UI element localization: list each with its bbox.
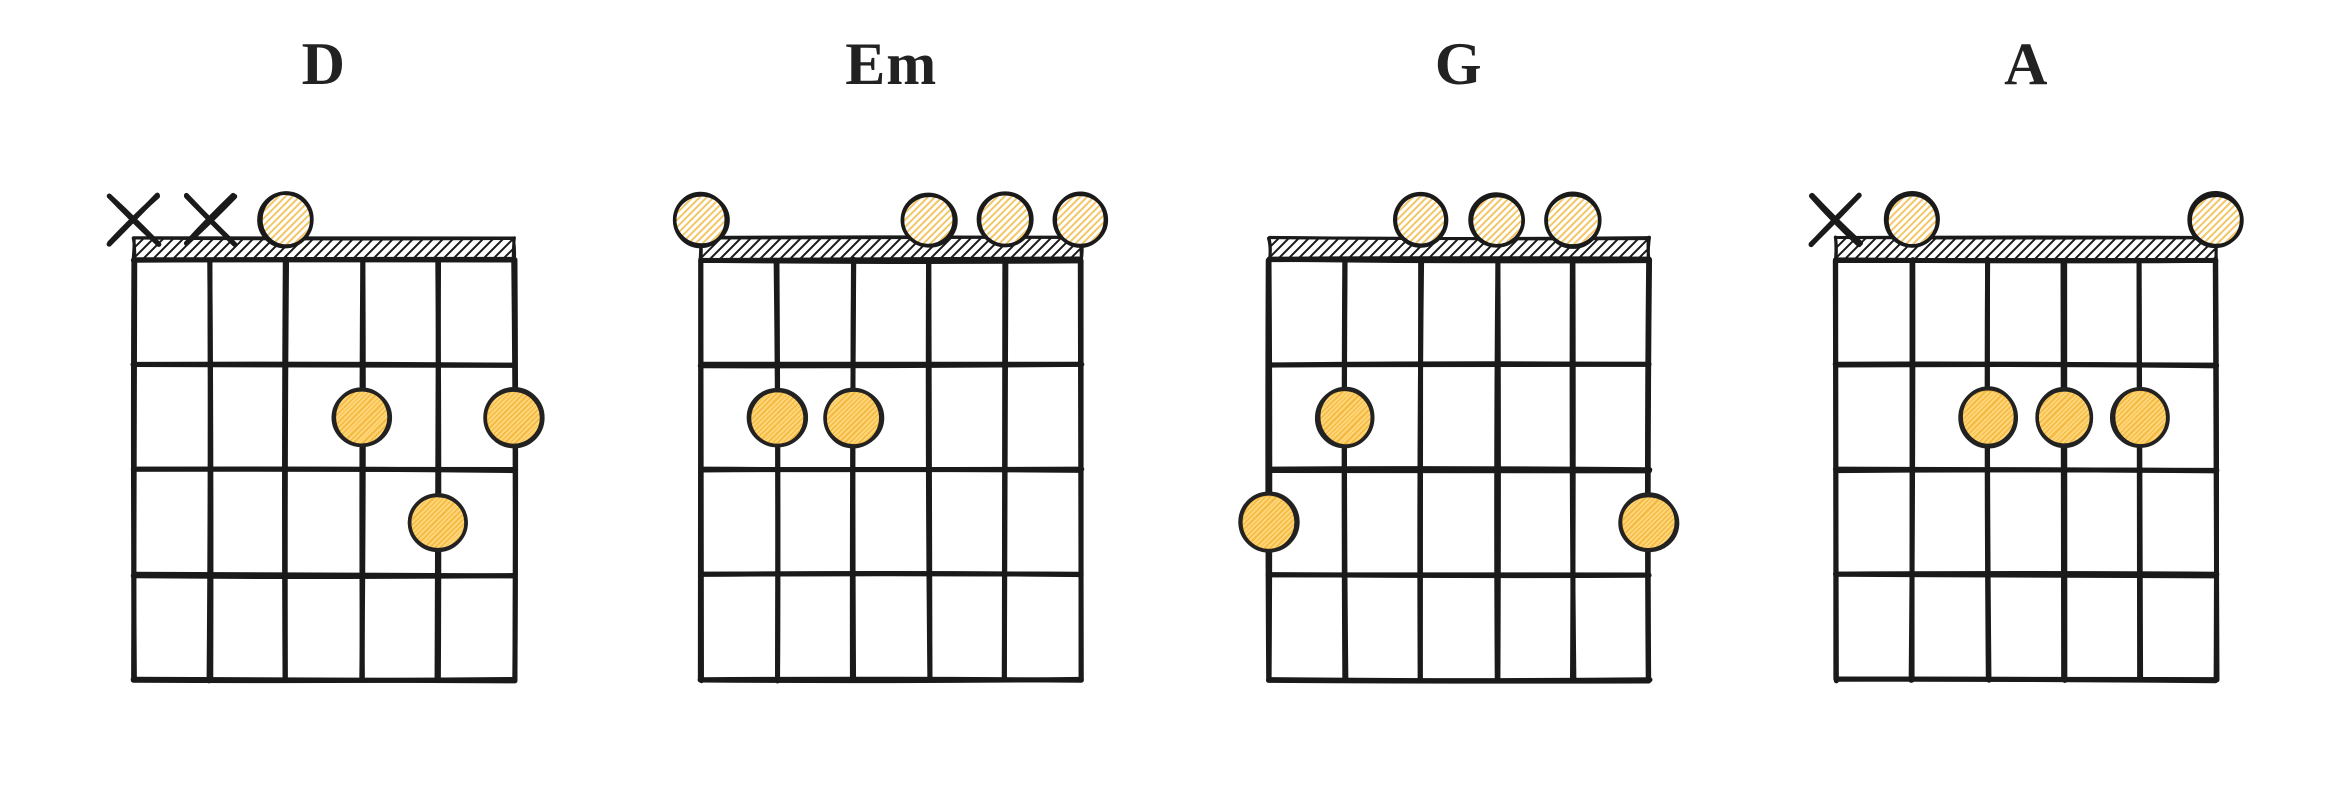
chord-diagram bbox=[1796, 120, 2256, 720]
chord-panel: Em bbox=[661, 30, 1121, 720]
chord-diagram-svg bbox=[1229, 120, 1689, 760]
finger-dot bbox=[1566, 494, 1732, 553]
finger-dot bbox=[1261, 387, 1426, 447]
chord-diagram-svg bbox=[1796, 120, 2256, 760]
chord-name-label: A bbox=[2004, 30, 2048, 100]
chord-diagram-svg bbox=[661, 120, 1121, 760]
finger-dot bbox=[1185, 492, 1350, 552]
finger-dot bbox=[354, 494, 520, 552]
chord-diagram bbox=[94, 120, 554, 720]
finger-dot bbox=[278, 388, 445, 447]
chord-name-label: Em bbox=[845, 30, 937, 100]
chord-chart-container: D Em G A bbox=[0, 0, 2350, 800]
chord-diagram-svg bbox=[94, 120, 554, 760]
chord-panel: D bbox=[94, 30, 554, 720]
chord-name-label: D bbox=[302, 30, 346, 100]
chord-diagram bbox=[1229, 120, 1689, 720]
finger-dot bbox=[430, 388, 596, 448]
chord-panel: A bbox=[1796, 30, 2256, 720]
chord-diagram bbox=[661, 120, 1121, 720]
chord-panel: G bbox=[1229, 30, 1689, 720]
chord-name-label: G bbox=[1435, 30, 1483, 100]
